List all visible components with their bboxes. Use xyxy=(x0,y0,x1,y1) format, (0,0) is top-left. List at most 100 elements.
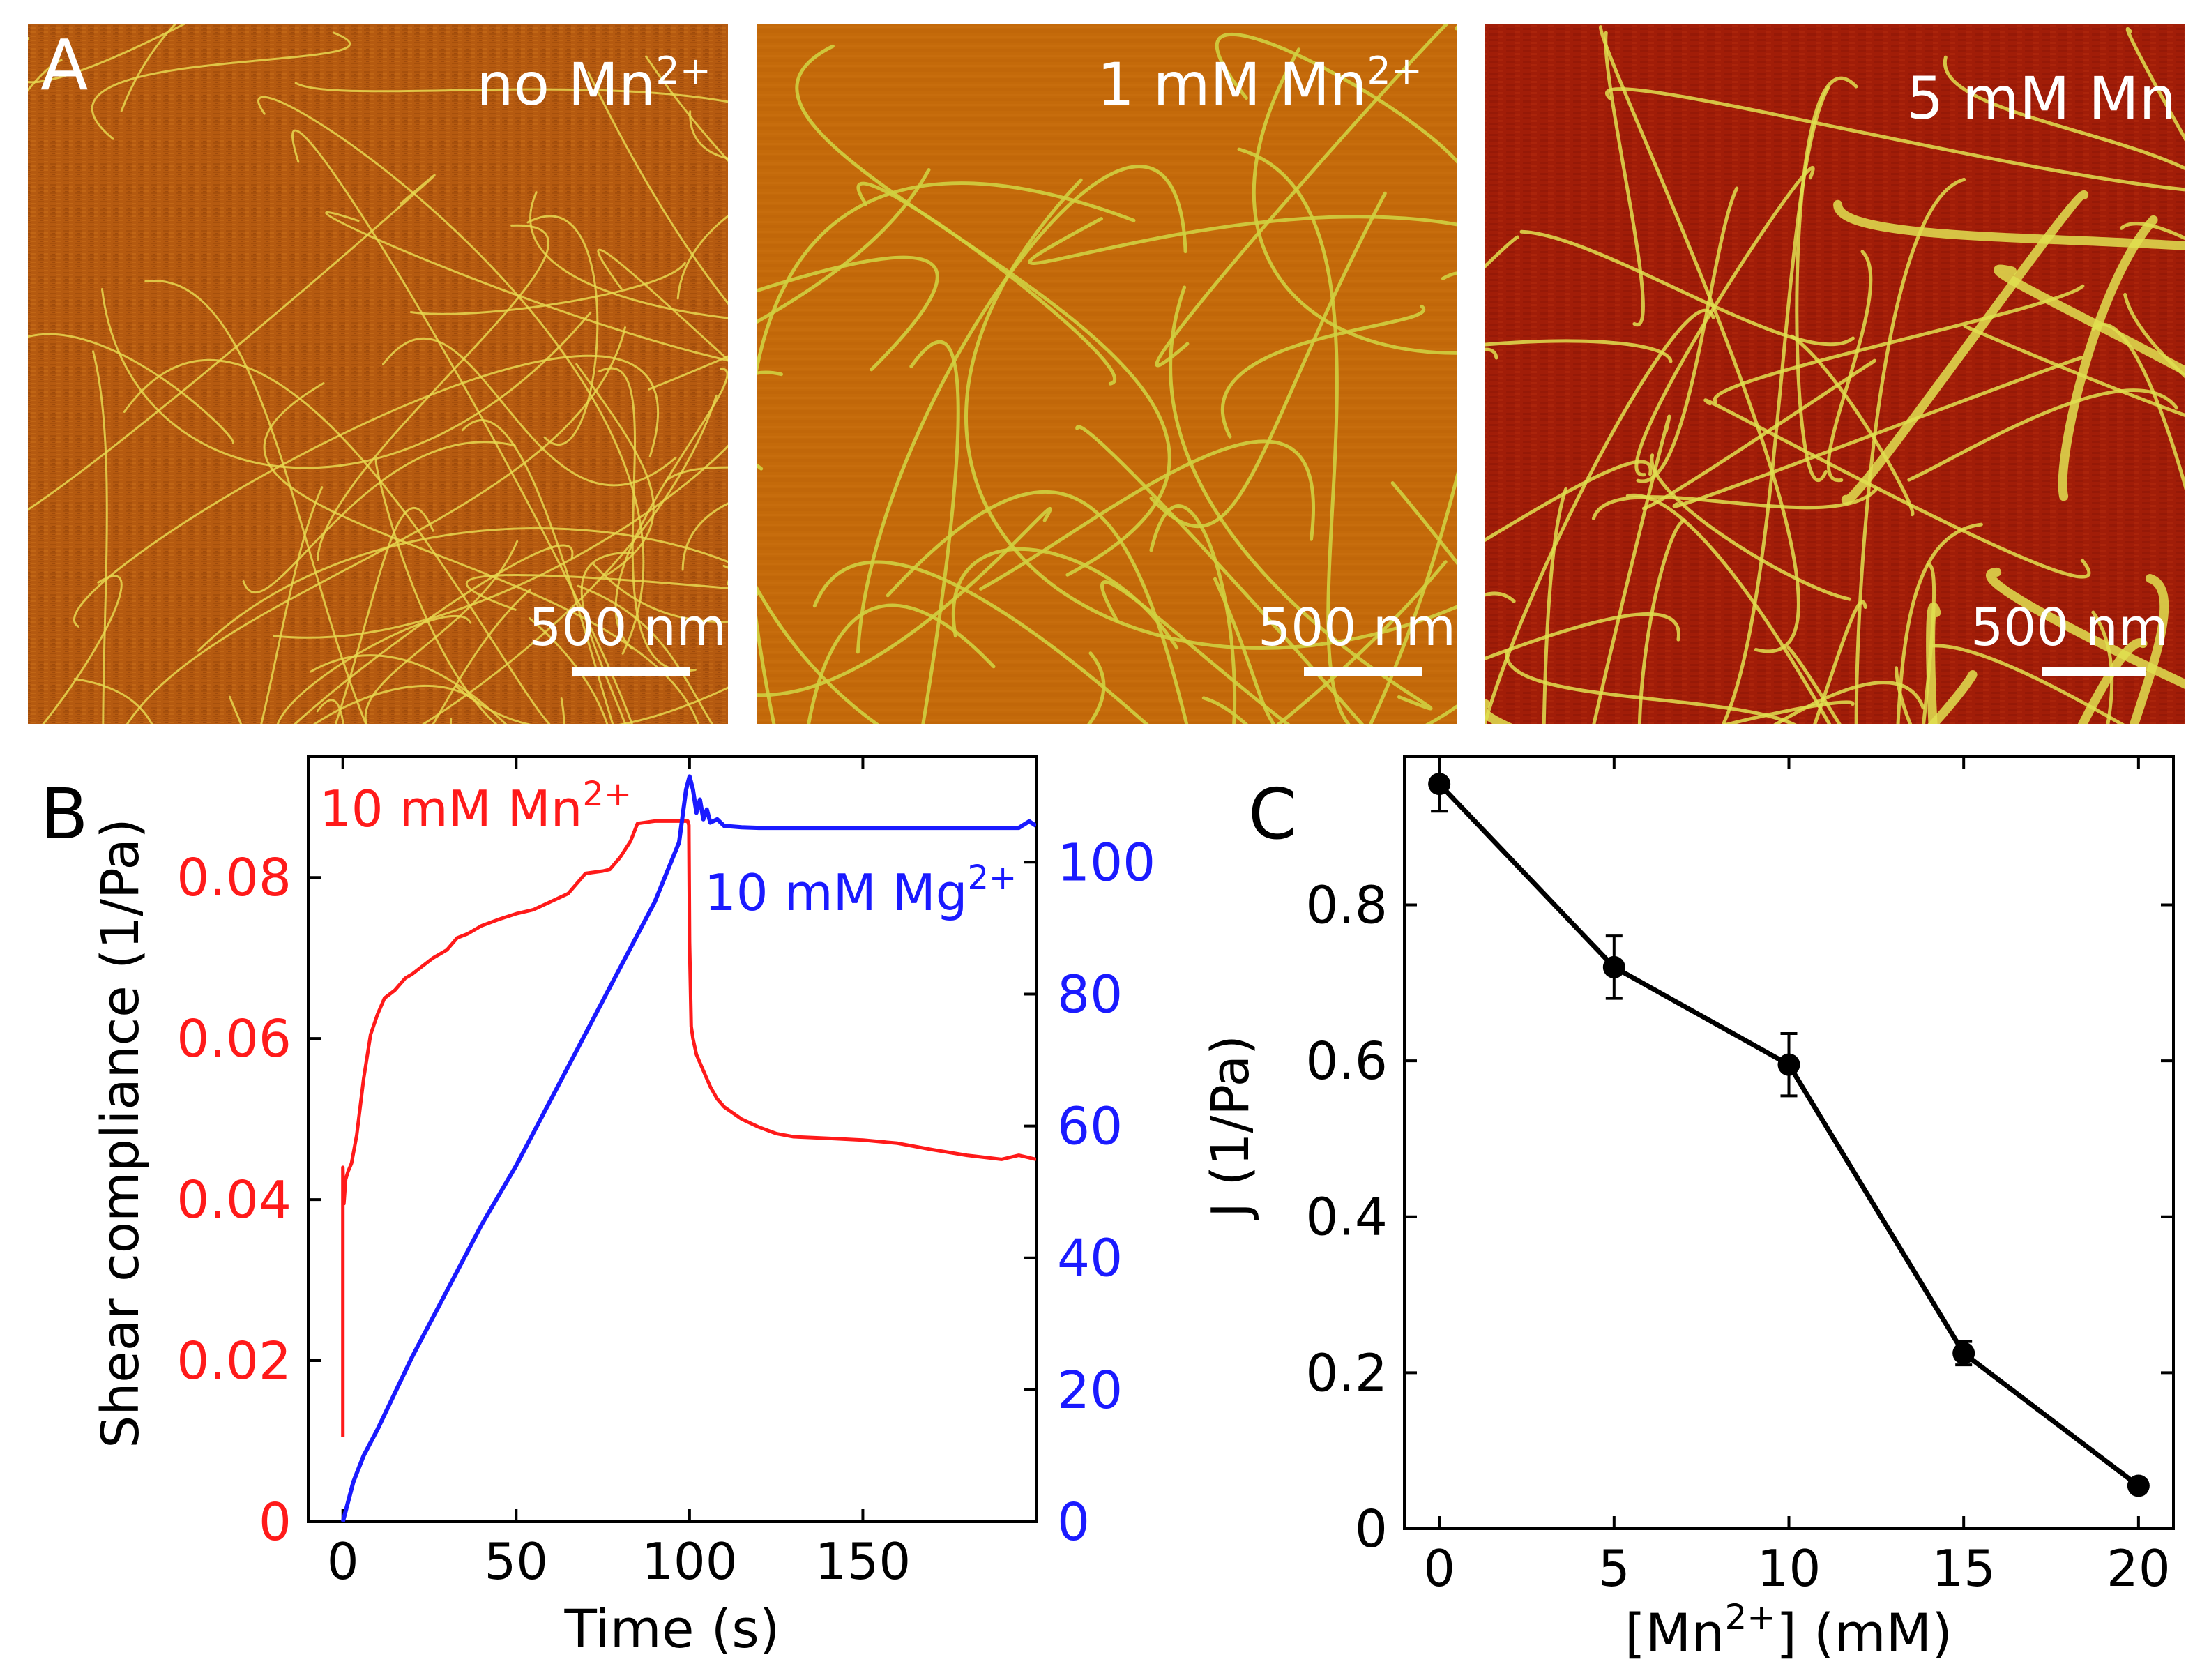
fibril xyxy=(1605,87,2185,192)
fibril xyxy=(1994,264,2185,377)
chart-c-xtick-label: 20 xyxy=(2106,1539,2171,1598)
fibril xyxy=(1542,487,1568,724)
fibril xyxy=(2058,215,2158,501)
fibril xyxy=(1854,177,1966,724)
fibril xyxy=(1833,199,2185,250)
panel-a: A no Mn2+ 1 mM Mn2+ 5 mM Mn 500 nm 500 n… xyxy=(28,24,2185,724)
fibril xyxy=(294,544,574,724)
afm-image-no-mn xyxy=(28,24,728,724)
chart-b-ytick-label-left: 0.04 xyxy=(176,1170,291,1230)
afm-image-no-mn-fibers xyxy=(28,24,728,724)
fibril xyxy=(526,215,599,446)
fibril xyxy=(1985,567,2185,690)
fibril xyxy=(1636,186,1739,483)
fibril xyxy=(1169,285,1433,711)
fibril xyxy=(1625,493,1832,724)
fibril xyxy=(2129,574,2169,724)
panel-c-letter: C xyxy=(1248,773,1297,855)
fibril xyxy=(681,502,728,571)
fibril xyxy=(587,71,728,305)
fibril xyxy=(1276,560,1448,724)
fibril xyxy=(313,684,480,724)
chart-b-ytick-label-right: 80 xyxy=(1057,964,1123,1024)
fibril xyxy=(1100,580,1291,724)
fibril xyxy=(294,82,728,103)
fibril xyxy=(597,248,728,362)
data-point xyxy=(1777,1053,1800,1076)
chart-b-xtick-label: 0 xyxy=(327,1532,359,1591)
fibril xyxy=(1598,25,1800,653)
fibril xyxy=(28,333,234,445)
fibril xyxy=(964,178,1457,650)
fibril xyxy=(1368,271,1457,724)
data-point xyxy=(1428,773,1451,796)
chart-b-ytick-label-left: 0.08 xyxy=(176,848,291,908)
fibril xyxy=(1485,339,1673,363)
fibril xyxy=(1155,24,1457,368)
afm-label-5mm-mn-main: 5 mM Mn xyxy=(1906,64,2176,133)
afm-label-no-mn-main: no Mn xyxy=(476,50,655,119)
fibril xyxy=(1201,696,1248,724)
fibril xyxy=(317,224,549,561)
fibril xyxy=(757,370,880,724)
fibril xyxy=(1485,699,1513,724)
chart-c-ytick-label: 0 xyxy=(1355,1499,1388,1559)
chart-c-ytick-label: 0.4 xyxy=(1305,1188,1388,1248)
fibril xyxy=(1237,147,1457,724)
fibril xyxy=(1485,460,1653,542)
fibril xyxy=(1519,229,1855,347)
fibril xyxy=(91,350,108,724)
chart-b-frame xyxy=(307,755,1038,1523)
fibril xyxy=(42,575,123,724)
fibril xyxy=(123,358,565,724)
fibril xyxy=(144,280,367,724)
chart-c-ticks: 0 5 10 15 20 0 0.2 0.4 0.6 0.8 xyxy=(1305,757,2173,1598)
fibril xyxy=(886,490,1189,724)
fibril xyxy=(856,181,1117,386)
fibril xyxy=(592,563,728,623)
chart-b-xtick-label: 100 xyxy=(642,1532,737,1591)
fibril xyxy=(257,96,645,655)
chart-c-xtick-label: 5 xyxy=(1598,1539,1630,1598)
fibril xyxy=(1028,215,1457,265)
fibril xyxy=(91,31,351,140)
afm-label-1mm-mn-sup: 2+ xyxy=(1367,49,1422,93)
chart-b-ytick-label-right: 20 xyxy=(1057,1361,1123,1421)
fibril xyxy=(1591,487,1879,520)
chart-b-ylabel-left: Shear compliance (1/Pa) xyxy=(91,818,151,1448)
chart-c-xtick-label: 0 xyxy=(1423,1539,1455,1598)
fibril xyxy=(795,44,1171,577)
fibril xyxy=(1485,235,1519,269)
series-line-j xyxy=(1437,782,2141,1488)
fibril xyxy=(197,527,728,652)
chart-b-ytick-label-right: 100 xyxy=(1057,833,1155,893)
data-point xyxy=(1602,955,1625,978)
fibril xyxy=(577,584,713,724)
fibril xyxy=(1592,414,1671,724)
fibril xyxy=(614,368,728,650)
fibril xyxy=(1826,250,1873,482)
fibril xyxy=(364,540,519,724)
chart-b-ytick-label-right: 60 xyxy=(1057,1097,1123,1157)
fibril xyxy=(432,588,531,724)
fibril xyxy=(126,326,626,724)
fibril xyxy=(529,617,609,724)
afm-image-1mm-mn xyxy=(757,24,1457,724)
legend-mg-main: 10 mM Mg xyxy=(704,863,967,922)
fibril xyxy=(1931,644,2125,724)
fibril xyxy=(1149,191,1387,529)
fibril xyxy=(242,441,516,593)
fibril xyxy=(1943,55,2185,171)
fibril xyxy=(979,439,1315,591)
fibril xyxy=(422,394,718,724)
afm-label-1mm-mn-main: 1 mM Mn xyxy=(1098,50,1367,119)
fibril xyxy=(291,129,633,724)
fibril xyxy=(757,168,931,324)
legend-mn-label: 10 mM Mn2+ xyxy=(319,775,632,838)
chart-c-xtick-label: 10 xyxy=(1757,1539,1821,1598)
fibril xyxy=(273,444,728,639)
chart-c-xlabel-sup: 2+ xyxy=(1724,1597,1776,1637)
chart-b-ytick-label-left: 0.06 xyxy=(176,1009,291,1069)
fibril xyxy=(951,547,1179,650)
fibril xyxy=(580,551,635,724)
